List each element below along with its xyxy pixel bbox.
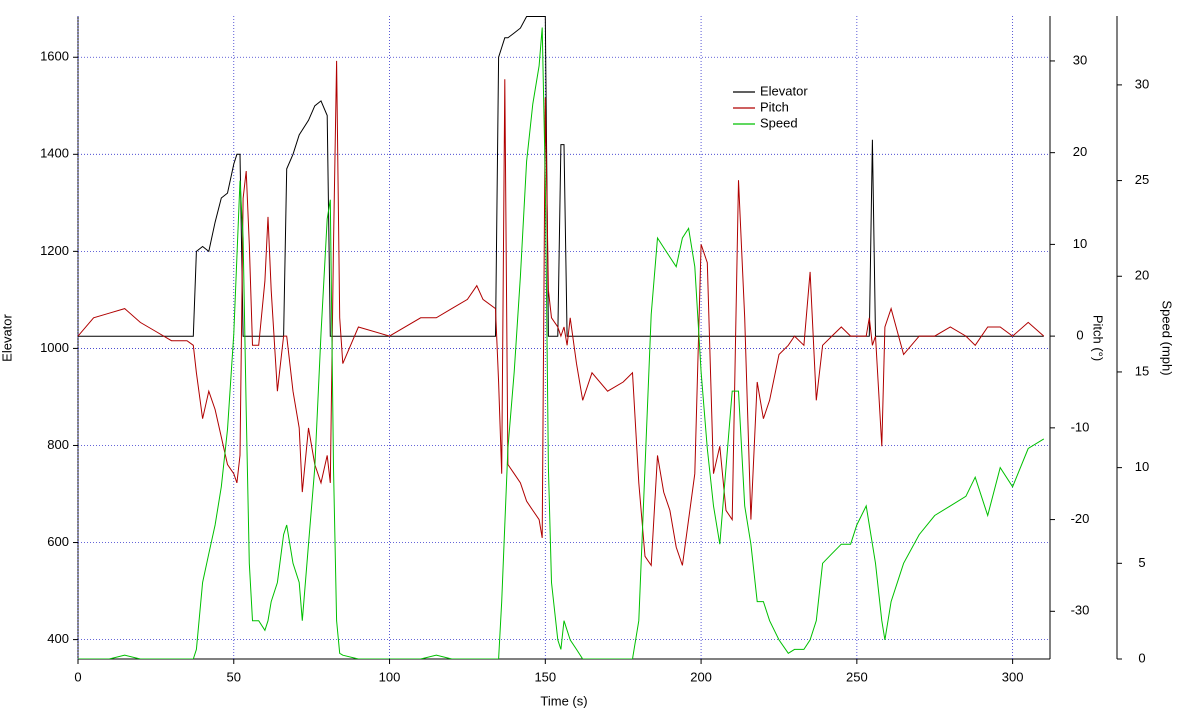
x-tick-label: 300 [1002,669,1024,684]
y2-tick-label: -20 [1071,511,1090,526]
x-axis-title: Time (s) [540,693,587,708]
y3-axis-title: Speed (mph) [1160,300,1175,375]
y2-tick-label: 20 [1073,144,1087,159]
y2-tick-label: 30 [1073,52,1087,67]
y-tick-label: 1000 [40,340,69,355]
y3-tick-label: 15 [1135,363,1149,378]
legend-label: Pitch [760,99,789,114]
y2-axis-title: Pitch (°) [1091,315,1106,361]
y-tick-label: 400 [47,631,69,646]
y3-tick-label: 10 [1135,459,1149,474]
y3-tick-label: 25 [1135,172,1149,187]
y2-tick-label: 0 [1076,328,1083,343]
y-tick-label: 600 [47,534,69,549]
x-tick-label: 250 [846,669,868,684]
x-tick-label: 100 [379,669,401,684]
x-tick-label: 200 [690,669,712,684]
x-tick-label: 150 [534,669,556,684]
series-line [78,60,1045,567]
y-tick-label: 1600 [40,49,69,64]
series-line [78,27,1045,659]
y3-tick-label: 0 [1138,650,1145,665]
y3-tick-label: 20 [1135,268,1149,283]
legend-label: Speed [760,115,798,130]
x-tick-label: 0 [74,669,81,684]
y-tick-label: 800 [47,437,69,452]
series-line [78,16,1044,337]
plot-area [78,16,1045,659]
legend-label: Elevator [760,83,808,98]
x-tick-label: 50 [227,669,241,684]
y-tick-label: 1400 [40,146,69,161]
y3-tick-label: 30 [1135,76,1149,91]
y-axis-title: Elevator [0,313,14,361]
y2-tick-label: 10 [1073,236,1087,251]
y2-tick-label: -30 [1071,603,1090,618]
y2-tick-label: -10 [1071,419,1090,434]
y3-tick-label: 5 [1138,555,1145,570]
y-tick-label: 1200 [40,243,69,258]
